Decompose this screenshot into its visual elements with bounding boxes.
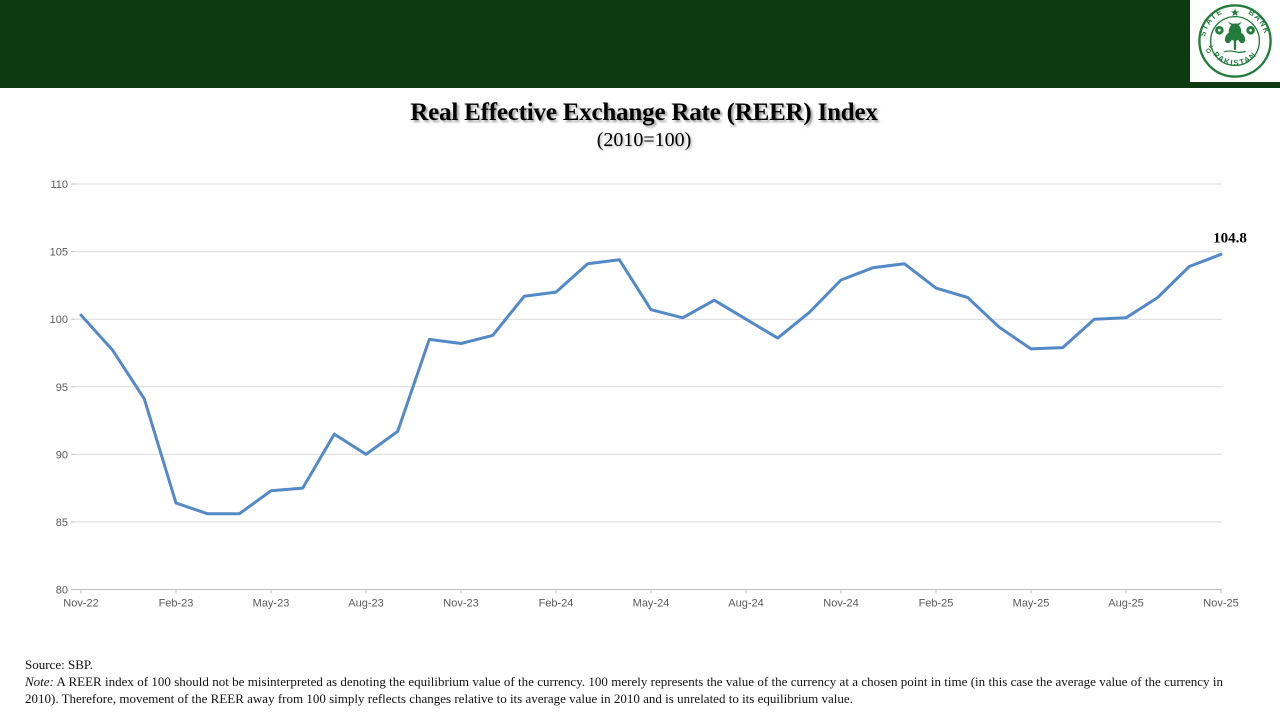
chart-subtitle: (2010=100) [596, 129, 692, 151]
note-text: A REER index of 100 should not be misint… [25, 674, 1223, 707]
header-bar: STATE BANK PAKISTAN OF [0, 0, 1280, 88]
reer-line-series [79, 252, 1223, 516]
y-axis-tick-label: 95 [56, 382, 68, 394]
x-axis-tick-label: Feb-23 [159, 598, 194, 610]
x-axis-tick-label: Nov-23 [443, 598, 478, 610]
x-axis-tick-label: Feb-25 [919, 598, 954, 610]
x-axis-tick-label: May-25 [1013, 598, 1050, 610]
x-axis-tick-label: Aug-23 [348, 598, 383, 610]
x-axis-tick-label: Nov-22 [63, 598, 98, 610]
source-note: Source: SBP. [25, 657, 93, 672]
y-axis-tick-label: 100 [50, 314, 68, 326]
y-axis-tick-label: 90 [56, 449, 68, 461]
y-axis-tick-label: 80 [56, 585, 68, 597]
y-axis-tick-label: 110 [50, 179, 68, 191]
sbp-seal-icon: STATE BANK PAKISTAN OF [1198, 4, 1272, 78]
x-axis-tick-label: Feb-24 [539, 598, 574, 610]
reer-note: Note: A REER index of 100 should not be … [25, 673, 1223, 707]
y-axis-tick-label: 105 [50, 247, 68, 259]
x-axis-tick-label: May-24 [633, 598, 670, 610]
sbp-logo: STATE BANK PAKISTAN OF [1190, 0, 1280, 82]
x-axis-tick-label: May-23 [253, 598, 290, 610]
footnotes: Source: SBP. Note: A REER index of 100 s… [25, 656, 1223, 707]
x-axis-tick-label: Nov-25 [1203, 598, 1238, 610]
y-axis-tick-label: 85 [56, 517, 68, 529]
svg-text:OF: OF [1205, 43, 1217, 55]
x-axis-tick-label: Aug-25 [1108, 598, 1143, 610]
chart-title: Real Effective Exchange Rate (REER) Inde… [410, 99, 878, 126]
chart-canvas: 80 85 90 95 100 105 110 Nov-22 Feb-23 May-23 Aug-2… [50, 179, 1247, 610]
title-block: Real Effective Exchange Rate (REER) Inde… [0, 99, 1280, 152]
note-label: Note: [25, 674, 54, 690]
last-value-label: 104.8 [1213, 230, 1247, 246]
reer-line-chart: 80 85 90 95 100 105 110 Nov-22 Feb-23 May-23 Aug-2… [0, 165, 1280, 620]
x-axis-tick-label: Nov-24 [823, 598, 858, 610]
x-axis-tick-label: Aug-24 [728, 598, 763, 610]
